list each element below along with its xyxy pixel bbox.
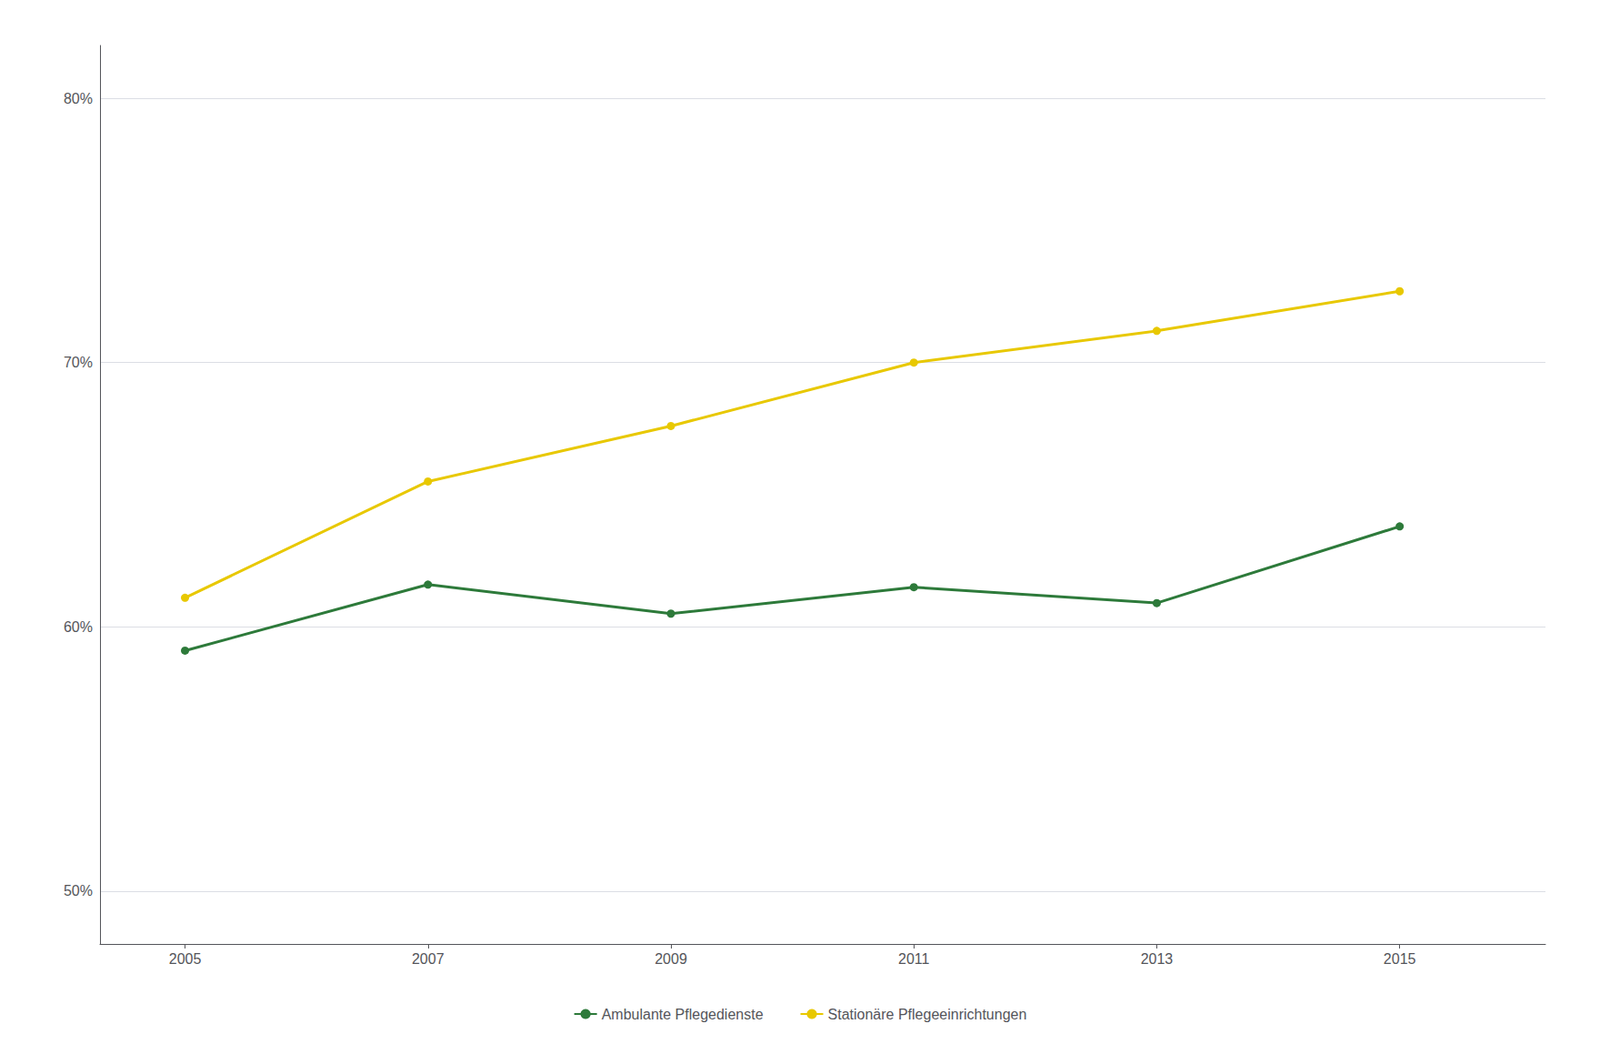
svg-text:60%: 60% xyxy=(63,619,93,635)
svg-text:70%: 70% xyxy=(63,354,93,370)
svg-text:80%: 80% xyxy=(63,90,93,107)
svg-text:2011: 2011 xyxy=(898,950,930,967)
svg-text:2005: 2005 xyxy=(169,950,202,967)
svg-text:2009: 2009 xyxy=(654,950,688,967)
svg-text:Ambulante Pflegedienste: Ambulante Pflegedienste xyxy=(601,1006,764,1022)
svg-text:2015: 2015 xyxy=(1383,950,1417,967)
svg-text:2013: 2013 xyxy=(1140,950,1174,967)
svg-text:2007: 2007 xyxy=(411,950,445,967)
svg-text:50%: 50% xyxy=(63,882,93,899)
svg-text:Stationäre Pflegeeinrichtungen: Stationäre Pflegeeinrichtungen xyxy=(828,1006,1028,1022)
